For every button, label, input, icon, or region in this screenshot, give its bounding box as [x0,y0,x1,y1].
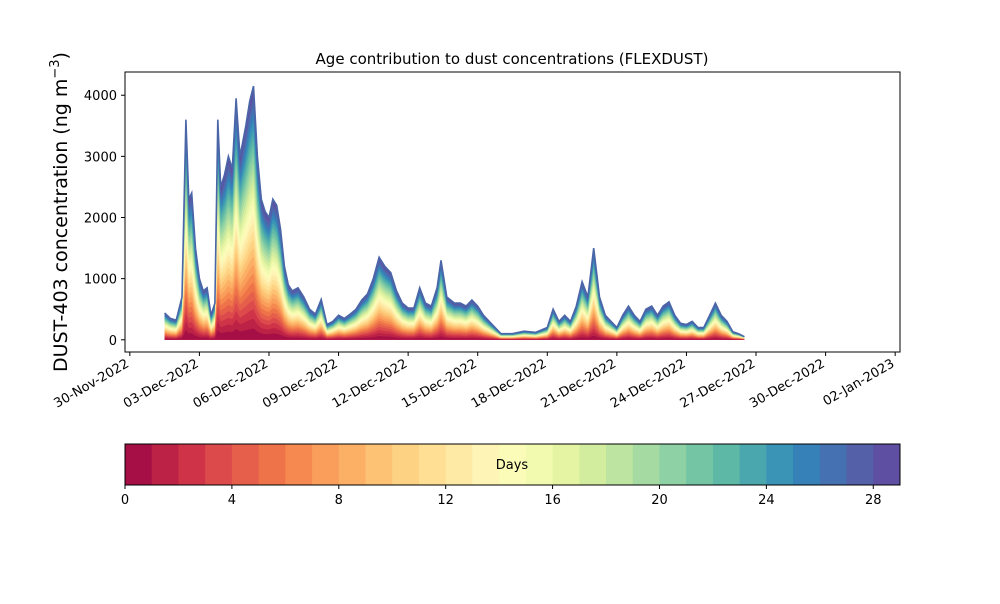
stacked-areas [164,86,745,340]
colorbar-cell [846,444,874,485]
y-tick-label: 3000 [84,150,117,165]
colorbar-cell [499,444,527,485]
colorbar-cell [151,444,179,485]
colorbar-cell [606,444,634,485]
x-tick-label: 30-Dec-2022 [747,356,827,411]
colorbar: 0 4 8 12 16 20 24 28 [121,443,901,508]
colorbar-cell [712,444,741,485]
y-tick-label: 2000 [84,212,117,227]
y-axis: 0 1000 2000 3000 4000 [84,89,125,349]
colorbar-tick-label: 8 [335,493,343,508]
colorbar-cell [793,444,821,485]
colorbar-cell [312,444,340,485]
colorbar-label: Days [496,458,529,473]
colorbar-cell [632,444,660,485]
colorbar-cell [579,444,607,485]
x-tick-label: 24-Dec-2022 [608,356,688,411]
plot-area [124,71,901,353]
colorbar-cell [285,444,313,485]
colorbar-cell [659,444,687,485]
y-axis-label-main: DUST-403 concentration (ng m [50,79,72,372]
colorbar-cell [365,444,393,485]
age-band-area [164,328,745,340]
y-axis-label-superscript: −3 [48,59,63,78]
colorbar-cell [819,444,848,485]
x-axis: 30-Nov-202203-Dec-202206-Dec-202209-Dec-… [52,352,898,412]
colorbar-tick-label: 12 [437,493,454,508]
colorbar-cell [739,444,767,485]
colorbar-cell [205,444,233,485]
colorbar-tick-label: 0 [121,493,129,508]
x-tick-label: 06-Dec-2022 [191,356,271,411]
colorbar-cell [258,444,286,485]
chart-title: Age contribution to dust concentrations … [316,50,709,68]
x-tick-label: 15-Dec-2022 [399,356,479,411]
colorbar-tick-label: 24 [758,493,775,508]
colorbar-cell [873,444,901,485]
y-axis-label-close: ) [50,52,72,59]
colorbar-cell [552,444,580,485]
x-tick-label: 18-Dec-2022 [469,356,549,411]
plot-frame [124,71,901,353]
colorbar-cell [766,444,794,485]
colorbar-tick-label: 4 [228,493,236,508]
y-tick-label: 0 [109,334,117,349]
colorbar-cell [686,444,714,485]
colorbar-cell [178,444,206,485]
colorbar-tick-label: 20 [651,493,668,508]
x-tick-label: 27-Dec-2022 [678,356,758,411]
colorbar-tick-label: 28 [865,493,882,508]
y-axis-label: DUST-403 concentration (ng m−3) [48,52,72,372]
colorbar-tick-label: 16 [544,493,561,508]
x-tick-label: 21-Dec-2022 [538,356,618,411]
colorbar-cell [338,444,367,485]
y-tick-label: 4000 [84,89,117,104]
x-tick-label: 03-Dec-2022 [121,356,201,411]
x-tick-label: 02-Jan-2023 [821,356,898,409]
total-concentration-line [164,85,745,338]
x-tick-label: 12-Dec-2022 [330,356,410,411]
colorbar-cell [392,444,420,485]
colorbar-cell [445,444,473,485]
colorbar-cell [418,444,447,485]
colorbar-cell [525,444,554,485]
colorbar-cell [472,444,500,485]
y-tick-label: 1000 [84,273,117,288]
colorbar-cell [125,444,153,485]
colorbar-cell [231,444,260,485]
x-tick-label: 09-Dec-2022 [260,356,340,411]
colorbar-frame [124,443,901,486]
